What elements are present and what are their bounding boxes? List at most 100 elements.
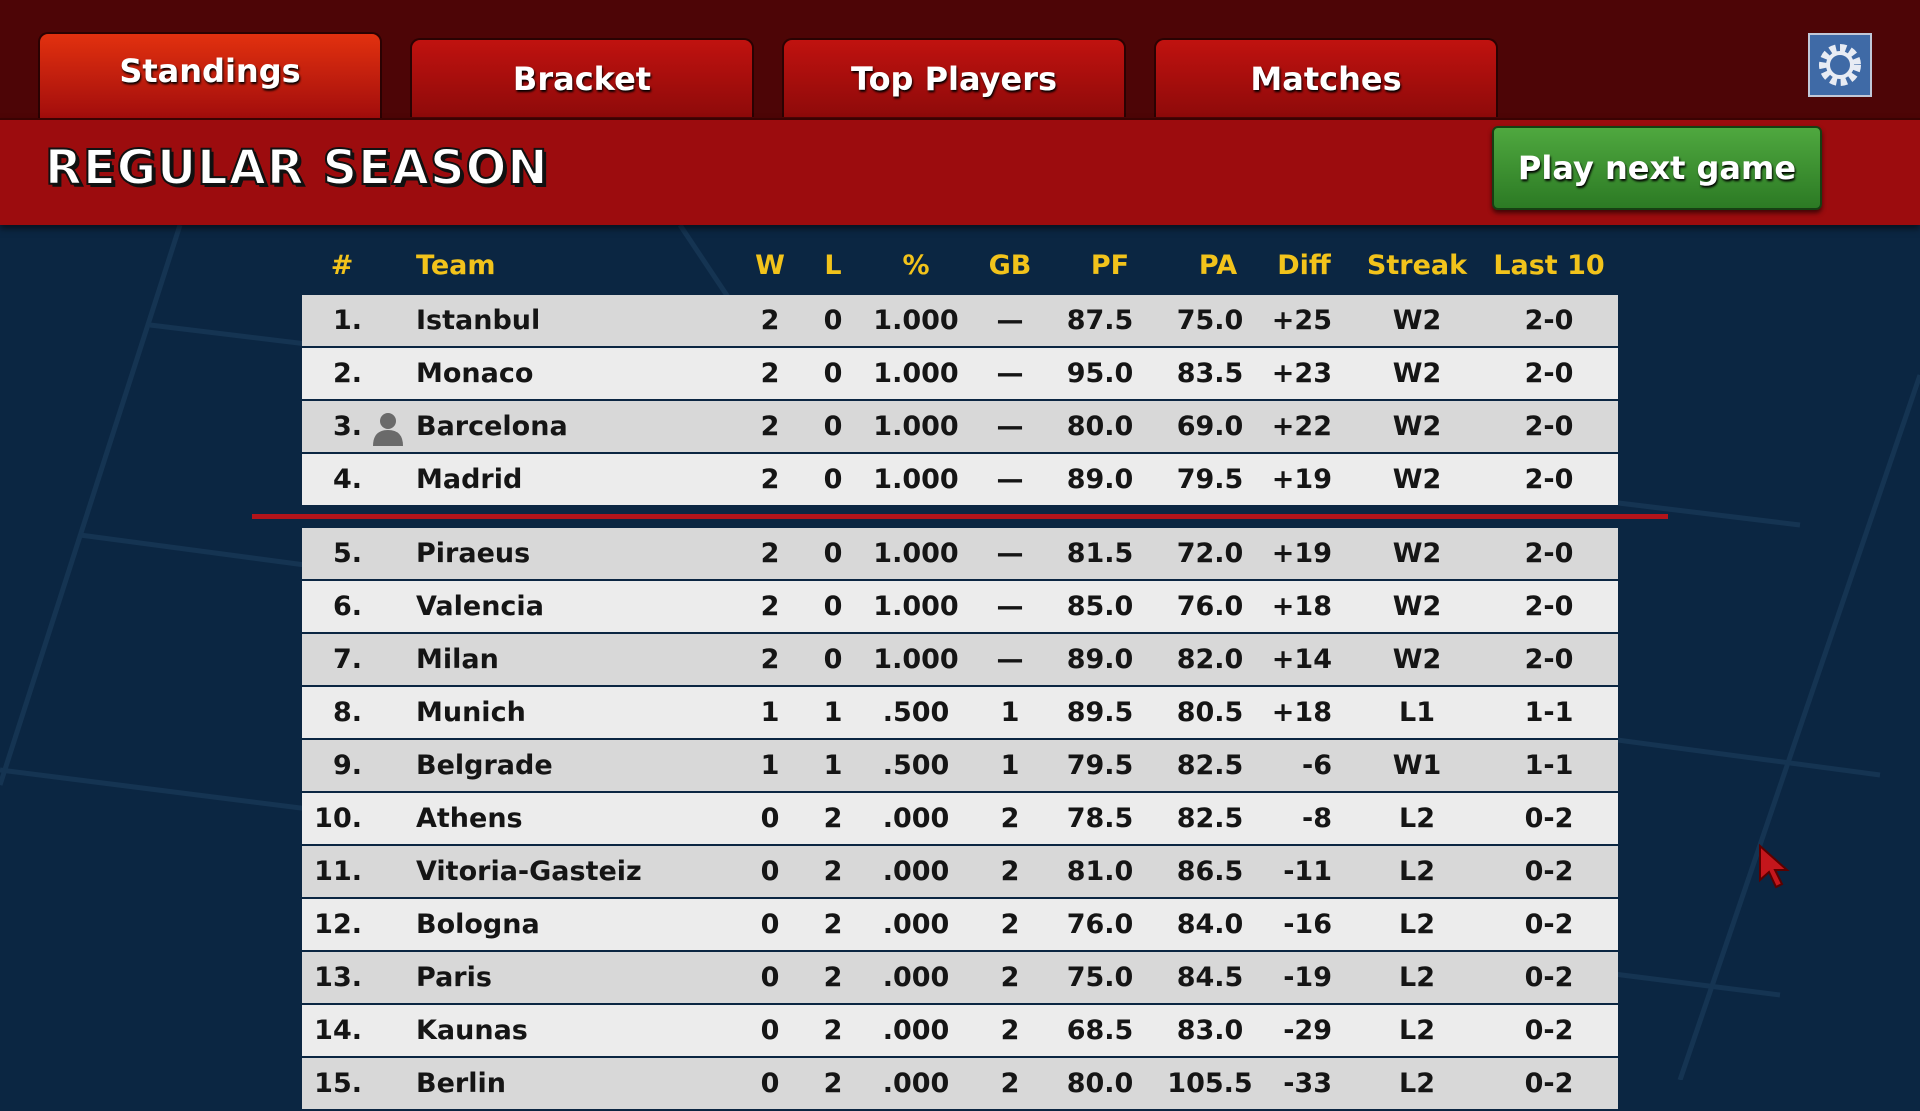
table-cell: W2 [1392,411,1442,442]
table-cell: 0-2 [1524,1015,1574,1046]
table-cell: 2 [1000,856,1020,887]
table-cell: 79.5 [1176,464,1244,495]
table-cell: 1 [823,697,843,728]
settings-button[interactable] [1808,33,1872,97]
table-cell: — [996,591,1024,622]
table-row: 6. Valencia 2 0 1.000 — 85.0 76.0 +18 W2 2-0 [302,581,1618,634]
table-cell: -11 [1283,856,1332,887]
table-cell: Kaunas [416,1015,528,1046]
table-row: 1. Istanbul 2 0 1.000 — 87.5 75.0 +25 W2 2-0 [302,295,1618,348]
user-team-icon [373,413,403,446]
table-cell: 0 [760,909,780,940]
table-cell: 85.0 [1066,591,1134,622]
table-cell: 2. [332,358,362,389]
table-cell: Madrid [416,464,523,495]
table-cell: Valencia [416,591,544,622]
play-button[interactable]: Play next game [1492,126,1822,210]
table-cell: 10. [314,803,362,834]
table-cell: 2 [760,538,780,569]
table-cell: Monaco [416,358,534,389]
table-cell: Munich [416,697,526,728]
table-cell: — [996,644,1024,675]
table-cell: Milan [416,644,499,675]
tab[interactable]: Top Players [782,38,1126,117]
table-cell: 82.0 [1176,644,1244,675]
table-cell: 4. [332,464,362,495]
table-cell: +18 [1271,591,1332,622]
table-cell: 0 [823,644,843,675]
table-cell: 2 [760,411,780,442]
table-cell: L2 [1399,909,1435,940]
column-header: Diff [1277,250,1331,281]
table-row: 3. Barcelona 2 0 1.000 — 80.0 69.0 +22 W2 2-0 [302,401,1618,454]
column-header: L [824,250,842,281]
table-row: 10. Athens 0 2 .000 2 78.5 82.5 -8 L2 0-2 [302,793,1618,846]
table-cell: 2 [1000,909,1020,940]
table-cell: 86.5 [1176,856,1244,887]
table-cell: W2 [1392,358,1442,389]
table-cell: Istanbul [416,305,541,336]
table-cell: 2 [823,909,843,940]
table-cell: 2-0 [1524,358,1574,389]
table-row: 8. Munich 1 1 .500 1 89.5 80.5 +18 L1 1-1 [302,687,1618,740]
table-cell: 1.000 [873,358,959,389]
table-cell: Piraeus [416,538,531,569]
table-cell: 1 [760,697,780,728]
column-header: # [330,250,354,281]
table-cell: 14. [314,1015,362,1046]
table-cell: 13. [314,962,362,993]
table-cell: L2 [1399,803,1435,834]
table-cell: 1.000 [873,644,959,675]
table-cell: 0-2 [1524,803,1574,834]
table-cell: L2 [1399,856,1435,887]
table-cell: 2 [1000,1015,1020,1046]
table-cell: +25 [1271,305,1332,336]
table-cell: 1.000 [873,464,959,495]
table-cell: Vitoria-Gasteiz [416,856,642,887]
table-cell: -33 [1283,1068,1332,1099]
table-cell: 0 [823,464,843,495]
table-cell: 2-0 [1524,464,1574,495]
tab[interactable]: Bracket [410,38,754,117]
table-cell: 0 [760,1015,780,1046]
table-cell: +18 [1271,697,1332,728]
table-cell: W1 [1392,750,1442,781]
table-cell: Berlin [416,1068,506,1099]
table-cell: 2 [823,1015,843,1046]
table-row: 14. Kaunas 0 2 .000 2 68.5 83.0 -29 L2 0-2 [302,1005,1618,1058]
tab[interactable]: Matches [1154,38,1498,117]
table-cell: W2 [1392,464,1442,495]
table-cell: .000 [882,962,950,993]
table-cell: +19 [1271,538,1332,569]
table-row: 13. Paris 0 2 .000 2 75.0 84.5 -19 L2 0-2 [302,952,1618,1005]
column-header: Team [416,250,496,281]
column-header: GB [988,250,1032,281]
table-cell: 2-0 [1524,305,1574,336]
table-cell: 2-0 [1524,644,1574,675]
table-row: 2. Monaco 2 0 1.000 — 95.0 83.5 +23 W2 2-0 [302,348,1618,401]
table-cell: 6. [332,591,362,622]
table-cell: 2 [1000,803,1020,834]
table-cell: 95.0 [1066,358,1134,389]
table-cell: 0 [760,962,780,993]
table-cell: 0 [823,358,843,389]
table-cell: 1 [823,750,843,781]
table-cell: 1 [1000,750,1020,781]
table-cell: W2 [1392,305,1442,336]
table-cell: 1.000 [873,591,959,622]
table-cell: Paris [416,962,492,993]
table-cell: 76.0 [1176,591,1244,622]
table-cell: 83.5 [1176,358,1244,389]
table-cell: W2 [1392,538,1442,569]
table-cell: 82.5 [1176,803,1244,834]
table-cell: L2 [1399,1015,1435,1046]
tab[interactable]: Standings [38,32,382,118]
table-row: 15. Berlin 0 2.000 2 80.0 105.5 -33 L2 0-2 [302,1058,1618,1111]
table-cell: .000 [882,1015,950,1046]
table-cell: 0 [823,411,843,442]
table-row: 12. Bologna 0 2 .000 2 76.0 84.0 -16 L2 0-2 [302,899,1618,952]
table-cell: 1.000 [873,411,959,442]
table-cell: 78.5 [1066,803,1134,834]
table-cell: 12. [314,909,362,940]
table-cell: 1 [760,750,780,781]
